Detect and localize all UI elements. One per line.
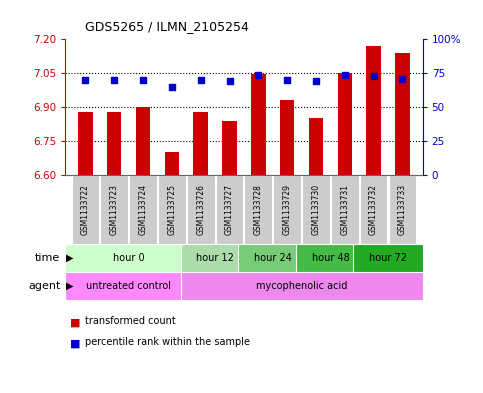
Bar	[194, 112, 208, 175]
Bar	[65, 244, 192, 272]
Text: hour 24: hour 24	[254, 253, 292, 263]
Bar	[136, 107, 150, 175]
Bar	[360, 175, 387, 244]
Point	[226, 78, 233, 84]
Bar	[216, 175, 243, 244]
Bar	[129, 175, 157, 244]
Bar	[165, 152, 179, 175]
Text: time: time	[35, 253, 60, 263]
Point	[82, 77, 89, 83]
Text: hour 0: hour 0	[113, 253, 144, 263]
Bar	[181, 244, 250, 272]
Text: GSM1133733: GSM1133733	[398, 184, 407, 235]
Bar	[65, 272, 192, 300]
Point	[312, 78, 320, 84]
Bar	[100, 175, 128, 244]
Text: ▶: ▶	[66, 253, 74, 263]
Bar	[354, 244, 423, 272]
Bar	[251, 74, 266, 175]
Bar	[187, 175, 214, 244]
Text: GSM1133724: GSM1133724	[139, 184, 147, 235]
Bar	[338, 73, 352, 175]
Text: mycophenolic acid: mycophenolic acid	[256, 281, 347, 291]
Bar	[78, 112, 93, 175]
Text: hour 48: hour 48	[312, 253, 349, 263]
Point	[255, 72, 262, 78]
Text: ■: ■	[70, 318, 81, 328]
Point	[110, 77, 118, 83]
Text: untreated control: untreated control	[86, 281, 171, 291]
Point	[341, 72, 349, 78]
Bar	[244, 175, 272, 244]
Point	[398, 75, 406, 82]
Text: GSM1133731: GSM1133731	[341, 184, 349, 235]
Bar	[181, 272, 423, 300]
Bar	[331, 175, 359, 244]
Bar	[296, 244, 365, 272]
Bar	[309, 118, 323, 175]
Point	[197, 77, 204, 83]
Text: GSM1133722: GSM1133722	[81, 184, 90, 235]
Bar	[280, 100, 294, 175]
Text: GSM1133732: GSM1133732	[369, 184, 378, 235]
Bar	[367, 46, 381, 175]
Bar	[71, 175, 99, 244]
Bar	[238, 244, 307, 272]
Point	[370, 73, 378, 79]
Point	[284, 77, 291, 83]
Point	[168, 84, 176, 90]
Text: hour 72: hour 72	[369, 253, 407, 263]
Text: GSM1133730: GSM1133730	[312, 184, 321, 235]
Text: GDS5265 / ILMN_2105254: GDS5265 / ILMN_2105254	[85, 20, 248, 33]
Bar	[273, 175, 301, 244]
Text: transformed count: transformed count	[85, 316, 176, 326]
Text: ▶: ▶	[66, 281, 74, 291]
Text: percentile rank within the sample: percentile rank within the sample	[85, 337, 251, 347]
Point	[139, 77, 147, 83]
Text: agent: agent	[28, 281, 60, 291]
Bar	[158, 175, 185, 244]
Bar	[302, 175, 330, 244]
Text: GSM1133723: GSM1133723	[110, 184, 119, 235]
Bar	[395, 53, 410, 175]
Text: GSM1133725: GSM1133725	[167, 184, 176, 235]
Text: hour 12: hour 12	[196, 253, 234, 263]
Text: GSM1133728: GSM1133728	[254, 184, 263, 235]
Text: ■: ■	[70, 339, 81, 349]
Bar	[389, 175, 416, 244]
Text: GSM1133729: GSM1133729	[283, 184, 292, 235]
Text: GSM1133726: GSM1133726	[196, 184, 205, 235]
Text: GSM1133727: GSM1133727	[225, 184, 234, 235]
Bar	[222, 121, 237, 175]
Bar	[107, 112, 121, 175]
